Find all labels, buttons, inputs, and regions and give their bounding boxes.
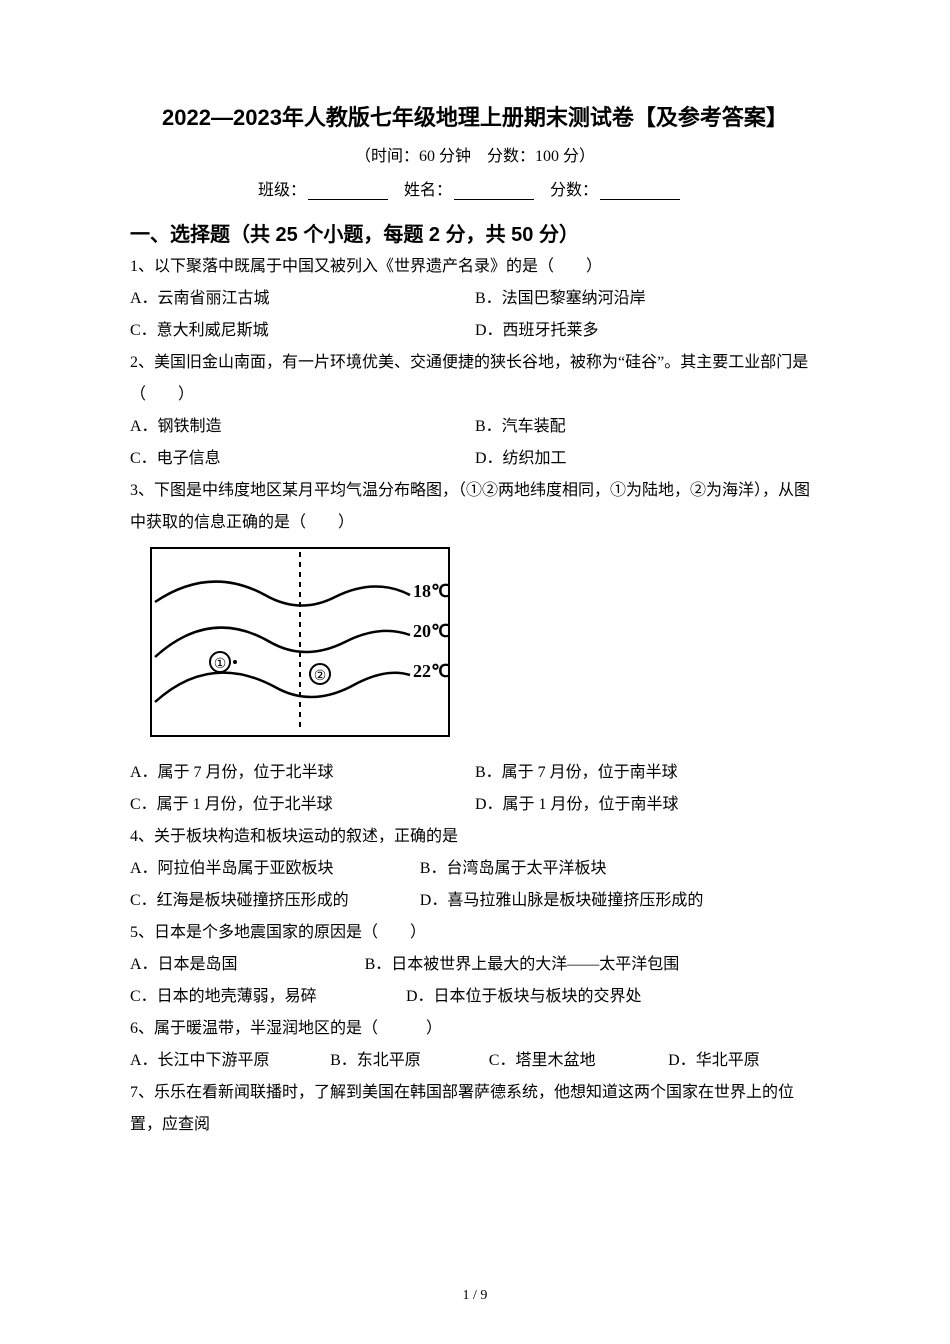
exam-title: 2022—2023年人教版七年级地理上册期末测试卷【及参考答案】 — [130, 100, 820, 132]
q6-text: 属于暖温带，半湿润地区的是（ ） — [154, 1020, 442, 1037]
q6-num: 6、 — [130, 1020, 154, 1037]
q2-text: 美国旧金山南面，有一片环境优美、交通便捷的狭长谷地，被称为“硅谷”。其主要工业部… — [130, 354, 808, 403]
q5-num: 5、 — [130, 924, 154, 941]
section-heading: 一、选择题（共 25 个小题，每题 2 分，共 50 分） — [130, 218, 820, 247]
q7-num: 7、 — [130, 1084, 154, 1101]
q4-text: 关于板块构造和板块运动的叙述，正确的是 — [154, 828, 458, 845]
q4-opt-b: B．台湾岛属于太平洋板块 — [420, 853, 820, 885]
q2-opt-b: B．汽车装配 — [475, 411, 820, 443]
q3-num: 3、 — [130, 482, 154, 499]
page-number: 1 / 9 — [0, 1288, 950, 1304]
name-blank[interactable] — [454, 183, 534, 200]
q3-text: 下图是中纬度地区某月平均气温分布略图，（①②两地纬度相同，①为陆地，②为海洋），… — [130, 482, 810, 531]
class-label: 班级： — [258, 182, 306, 199]
q3-opt-c: C．属于 1 月份，位于北半球 — [130, 789, 475, 821]
q6-opt-c: C．塔里木盆地 — [489, 1045, 668, 1077]
q6-opt-b: B．东北平原 — [330, 1045, 489, 1077]
q5-opt-c: C．日本的地壳薄弱，易碎 — [130, 981, 406, 1013]
diagram-point-1: ① — [214, 657, 227, 672]
question-3: 3、下图是中纬度地区某月平均气温分布略图，（①②两地纬度相同，①为陆地，②为海洋… — [130, 475, 820, 821]
q4-opt-a: A．阿拉伯半岛属于亚欧板块 — [130, 853, 420, 885]
question-1: 1、以下聚落中既属于中国又被列入《世界遗产名录》的是（ ） A．云南省丽江古城 … — [130, 251, 820, 347]
diagram-temp-18: 18℃ — [413, 581, 450, 601]
q5-opt-d: D．日本位于板块与板块的交界处 — [406, 981, 820, 1013]
diagram-temp-20: 20℃ — [413, 621, 450, 641]
question-2: 2、美国旧金山南面，有一片环境优美、交通便捷的狭长谷地，被称为“硅谷”。其主要工… — [130, 347, 820, 475]
q5-opt-b: B．日本被世界上最大的大洋——太平洋包围 — [365, 949, 820, 981]
name-label: 姓名： — [404, 182, 452, 199]
question-6: 6、属于暖温带，半湿润地区的是（ ） A．长江中下游平原 B．东北平原 C．塔里… — [130, 1013, 820, 1077]
q3-diagram: ① ② 18℃ 20℃ 22℃ — [150, 547, 820, 749]
q4-opt-c: C．红海是板块碰撞挤压形成的 — [130, 885, 420, 917]
q4-opt-d: D．喜马拉雅山脉是板块碰撞挤压形成的 — [420, 885, 820, 917]
q1-opt-b: B．法国巴黎塞纳河沿岸 — [475, 283, 820, 315]
q2-opt-a: A．钢铁制造 — [130, 411, 475, 443]
q4-num: 4、 — [130, 828, 154, 845]
q1-text: 以下聚落中既属于中国又被列入《世界遗产名录》的是（ ） — [154, 258, 602, 275]
q1-opt-a: A．云南省丽江古城 — [130, 283, 475, 315]
q2-opt-d: D．纺织加工 — [475, 443, 820, 475]
q2-num: 2、 — [130, 354, 154, 371]
q1-opt-d: D．西班牙托莱多 — [475, 315, 820, 347]
student-info-line: 班级： 姓名： 分数： — [130, 176, 820, 200]
q3-opt-d: D．属于 1 月份，位于南半球 — [475, 789, 820, 821]
score-blank[interactable] — [600, 183, 680, 200]
q1-opt-c: C．意大利威尼斯城 — [130, 315, 475, 347]
q3-opt-a: A．属于 7 月份，位于北半球 — [130, 757, 475, 789]
diagram-point-2: ② — [314, 669, 327, 684]
diagram-temp-22: 22℃ — [413, 661, 450, 681]
q6-opt-d: D．华北平原 — [668, 1045, 820, 1077]
class-blank[interactable] — [308, 183, 388, 200]
question-4: 4、关于板块构造和板块运动的叙述，正确的是 A．阿拉伯半岛属于亚欧板块 B．台湾… — [130, 821, 820, 917]
q3-opt-b: B．属于 7 月份，位于南半球 — [475, 757, 820, 789]
question-7: 7、乐乐在看新闻联播时，了解到美国在韩国部署萨德系统，他想知道这两个国家在世界上… — [130, 1077, 820, 1141]
q2-opt-c: C．电子信息 — [130, 443, 475, 475]
q5-opt-a: A．日本是岛国 — [130, 949, 365, 981]
q6-opt-a: A．长江中下游平原 — [130, 1045, 330, 1077]
question-5: 5、日本是个多地震国家的原因是（ ） A．日本是岛国 B．日本被世界上最大的大洋… — [130, 917, 820, 1013]
q7-text: 乐乐在看新闻联播时，了解到美国在韩国部署萨德系统，他想知道这两个国家在世界上的位… — [130, 1084, 794, 1133]
score-label: 分数： — [550, 182, 598, 199]
exam-subtitle: （时间：60 分钟 分数：100 分） — [130, 142, 820, 166]
q5-text: 日本是个多地震国家的原因是（ ） — [154, 924, 426, 941]
q1-num: 1、 — [130, 258, 154, 275]
